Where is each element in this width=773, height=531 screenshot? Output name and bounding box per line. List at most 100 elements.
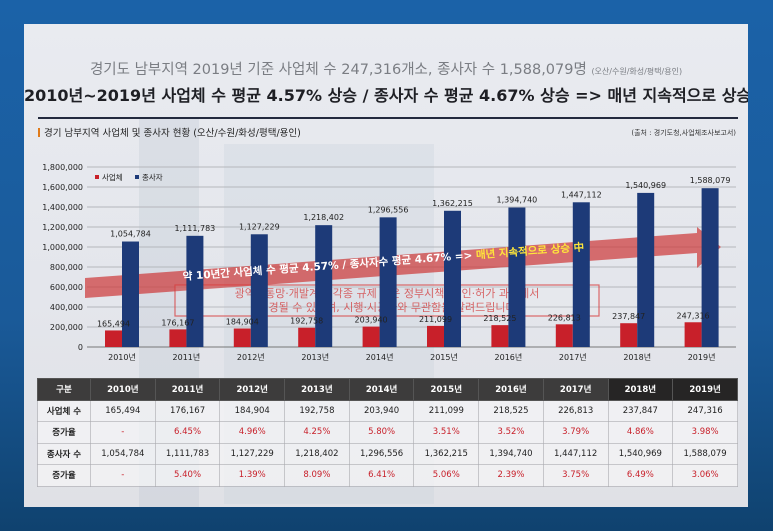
- bar-사업체: [555, 324, 573, 347]
- bar-종사자: [637, 192, 655, 347]
- data-label: 247,316: [677, 311, 710, 320]
- legend-label: 종사자: [142, 173, 163, 182]
- page-title: 경기도 남부지역 2019년 기준 사업체 수 247,316개소, 종사자 수…: [24, 58, 748, 79]
- headline: 2010년~2019년 사업체 수 평균 4.57% 상승 / 종사자 수 평균…: [24, 86, 748, 105]
- x-tick-label: 2013년: [301, 352, 329, 362]
- table-row: 증가율 -5.40% 1.39% 8.09% 6.41% 5.06% 2.39% 3.75% 6…: [37, 464, 738, 487]
- table-cell: 1,111,783: [154, 442, 221, 465]
- y-tick-label: 1,200,000: [42, 223, 83, 232]
- row-label: 사업체 수: [37, 399, 91, 422]
- data-label: 203,940: [355, 316, 388, 325]
- table-cell: 218,525: [478, 399, 544, 422]
- table-row: 증가율 -6.45% 4.96% 4.25% 5.80% 3.51% 3.52% 3.79% 4…: [37, 421, 738, 444]
- bar-사업체: [427, 325, 444, 347]
- table-cell: 6.45%: [154, 421, 221, 444]
- bar-사업체: [169, 329, 187, 347]
- table-cell: 5.40%: [154, 464, 221, 487]
- y-tick-label: 1,800,000: [42, 163, 83, 172]
- x-tick-label: 2011년: [173, 352, 201, 362]
- legend-label: 사업체: [102, 172, 123, 182]
- table-cell: 3.98%: [672, 421, 738, 444]
- table-cell: 4.86%: [607, 421, 674, 444]
- bar-chart: 0 200,000 400,000 600,000 800,000 1,000,000 1,…: [42, 163, 736, 362]
- x-tick-label: 2019년: [688, 352, 716, 362]
- table-cell: 203,940: [348, 399, 415, 422]
- divider: [38, 117, 738, 119]
- data-label: 1,588,079: [690, 176, 731, 185]
- row-label: 증가율: [37, 421, 91, 444]
- table-cell: 3.79%: [542, 421, 609, 444]
- data-label: 1,296,556: [368, 205, 409, 214]
- y-tick-label: 600,000: [50, 283, 83, 292]
- table-cell: 1,054,784: [90, 442, 156, 465]
- table-row: 종사자 수 1,054,784 1,111,783 1,127,229 1,218,40…: [37, 442, 738, 465]
- column-header: 2010년: [90, 378, 156, 401]
- table-cell: 1,588,079: [672, 442, 738, 465]
- table-cell: 3.52%: [478, 421, 544, 444]
- y-tick-label: 200,000: [50, 323, 83, 332]
- y-tick-label: 0: [78, 343, 83, 352]
- data-label: 1,362,215: [432, 199, 473, 208]
- bar-종사자: [315, 225, 333, 347]
- table-cell: 237,847: [607, 399, 674, 422]
- table-cell: 165,494: [90, 399, 156, 422]
- table-header-row: 구분 2010년 2011년 2012년 2013년 2014년 2015년 2016년 201…: [37, 378, 738, 401]
- bar-종사자: [508, 207, 526, 347]
- bar-종사자: [572, 202, 590, 347]
- data-label: 226,813: [548, 313, 581, 322]
- table-cell: 184,904: [219, 399, 286, 422]
- x-tick-label: 2015년: [430, 352, 458, 362]
- data-label: 237,847: [612, 312, 645, 321]
- row-label: 증가율: [37, 464, 91, 487]
- table-cell: 1,218,402: [284, 442, 350, 465]
- table-cell: 6.41%: [348, 464, 415, 487]
- bar-사업체: [684, 322, 702, 347]
- bar-사업체: [105, 330, 122, 347]
- bar-사업체: [298, 327, 316, 347]
- bar-사업체: [362, 326, 380, 347]
- table-cell: 3.06%: [672, 464, 738, 487]
- title-text: 경기도 남부지역 2019년 기준 사업체 수 247,316개소, 종사자 수…: [89, 62, 587, 78]
- table-row: 사업체 수 165,494 176,167 184,904 192,758 203,940…: [37, 399, 738, 422]
- x-tick-label: 2014년: [366, 352, 394, 362]
- column-header: 구분: [37, 378, 91, 401]
- bar-사업체: [620, 323, 638, 347]
- x-tick-label: 2017년: [559, 352, 587, 362]
- y-tick-label: 1,600,000: [42, 183, 83, 192]
- bar-사업체: [233, 328, 251, 347]
- column-header: 2015년: [413, 378, 480, 401]
- data-table: 구분 2010년 2011년 2012년 2013년 2014년 2015년 2016년 201…: [37, 378, 738, 487]
- table-cell: 247,316: [672, 399, 738, 422]
- section-title: 경기 남부지역 사업체 및 종사자 현황 (오산/수원/화성/평택/용인): [38, 125, 301, 139]
- data-label: 176,167: [161, 318, 194, 327]
- data-label: 211,099: [419, 315, 452, 324]
- data-label: 1,394,740: [497, 196, 538, 205]
- section-marker: [38, 128, 40, 137]
- bar-종사자: [250, 234, 268, 347]
- table-cell: 192,758: [284, 399, 350, 422]
- table-cell: 1,362,215: [413, 442, 480, 465]
- data-label: 165,494: [97, 319, 130, 328]
- column-header: 2016년: [478, 378, 544, 401]
- legend-swatch: [95, 175, 99, 179]
- table-cell: -: [90, 464, 156, 487]
- table-cell: 4.25%: [284, 421, 350, 444]
- table-cell: 1,127,229: [219, 442, 286, 465]
- x-tick-label: 2012년: [237, 352, 265, 362]
- data-label: 1,127,229: [239, 222, 280, 231]
- table-cell: 176,167: [154, 399, 221, 422]
- table-cell: 8.09%: [284, 464, 350, 487]
- row-label: 종사자 수: [37, 442, 91, 465]
- x-tick-label: 2016년: [495, 352, 523, 362]
- data-label: 184,904: [226, 318, 259, 327]
- section-title-text: 경기 남부지역 사업체 및 종사자 현황 (오산/수원/화성/평택/용인): [44, 128, 301, 139]
- column-header: 2017년: [542, 378, 609, 401]
- content-panel: 경기도 남부지역 2019년 기준 사업체 수 247,316개소, 종사자 수…: [24, 24, 748, 507]
- table-cell: 1,540,969: [607, 442, 674, 465]
- column-header: 2011년: [154, 378, 221, 401]
- table-cell: 1,296,556: [348, 442, 415, 465]
- y-tick-label: 1,000,000: [42, 243, 83, 252]
- bar-종사자: [379, 217, 397, 347]
- y-tick-label: 400,000: [50, 303, 83, 312]
- table-cell: -: [90, 421, 156, 444]
